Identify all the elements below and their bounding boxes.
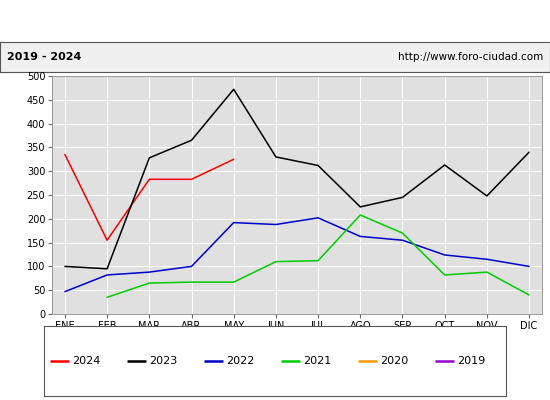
Text: Evolucion Nº Turistas Extranjeros en el municipio de Cabrera d'Anoia: Evolucion Nº Turistas Extranjeros en el … — [16, 14, 534, 28]
Text: 2019 - 2024: 2019 - 2024 — [7, 52, 81, 62]
Text: http://www.foro-ciudad.com: http://www.foro-ciudad.com — [398, 52, 543, 62]
Text: 2023: 2023 — [150, 356, 178, 366]
Text: 2019: 2019 — [458, 356, 486, 366]
Text: 2024: 2024 — [73, 356, 101, 366]
Text: 2022: 2022 — [227, 356, 255, 366]
Text: 2021: 2021 — [304, 356, 332, 366]
Text: 2020: 2020 — [381, 356, 409, 366]
